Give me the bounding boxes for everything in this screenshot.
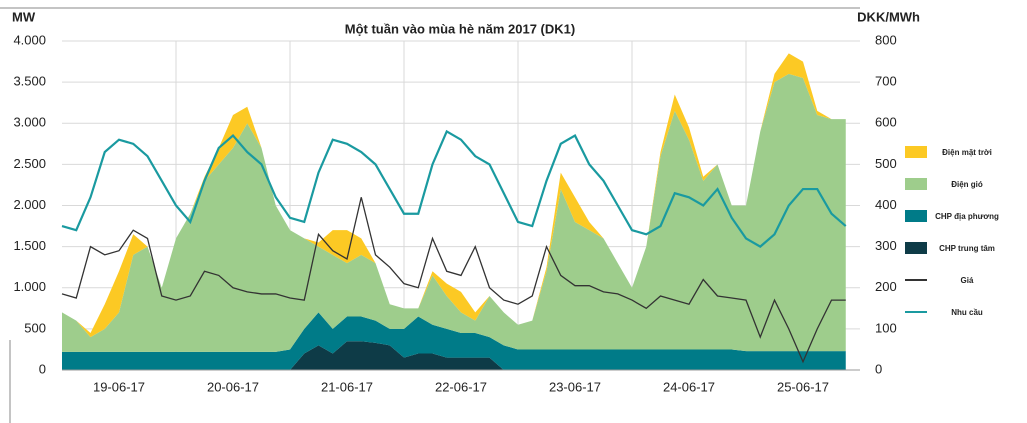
x-tick-label: 21-06-17 (321, 379, 373, 394)
legend: Điện mặt trời Điện gió CHP địa phương CHP t… (905, 138, 1025, 330)
y-tick-label: 1.500 (13, 238, 46, 253)
areas (62, 53, 846, 370)
legend-label: CHP địa phương (935, 211, 999, 221)
legend-swatch (905, 178, 927, 190)
line-series (61, 129, 847, 248)
x-tick-label: 20-06-17 (207, 379, 259, 394)
legend-swatch (905, 146, 927, 158)
legend-swatch (905, 311, 927, 313)
legend-swatch (905, 210, 927, 222)
y-tick-label: 2.000 (13, 197, 46, 212)
chart-title: Một tuần vào mùa hè năm 2017 (DK1) (345, 21, 575, 36)
legend-item: Điện gió (905, 170, 1025, 198)
y-tick-label: 500 (24, 320, 46, 335)
legend-item: Điện mặt trời (905, 138, 1025, 166)
x-tick-label: 22-06-17 (435, 379, 487, 394)
legend-label: Điện mặt trời (942, 147, 992, 157)
y2-tick-label: 400 (875, 197, 897, 212)
y-tick-label: 2.500 (13, 156, 46, 171)
y-tick-label: 1.000 (13, 279, 46, 294)
y2-tick-label: 600 (875, 115, 897, 130)
y2-axis-title: DKK/MWh (857, 9, 920, 24)
y2-tick-label: 700 (875, 74, 897, 89)
x-tick-label: 19-06-17 (93, 379, 145, 394)
x-tick-label: 24-06-17 (663, 379, 715, 394)
y-tick-label: 0 (39, 361, 46, 376)
y2-tick-label: 800 (875, 32, 897, 47)
y-axis-title: MW (12, 9, 36, 24)
legend-item: Nhu cầu (905, 298, 1025, 326)
y2-tick-label: 100 (875, 320, 897, 335)
area-series (62, 73, 846, 352)
legend-label: Nhu cầu (951, 307, 983, 317)
legend-label: CHP trung tâm (939, 243, 995, 253)
legend-swatch (905, 279, 927, 281)
legend-item: CHP trung tâm (905, 234, 1025, 262)
legend-item: Giá (905, 266, 1025, 294)
y2-tick-label: 500 (875, 156, 897, 171)
y-tick-label: 4.000 (13, 32, 46, 47)
legend-swatch (905, 242, 927, 254)
x-tick-label: 23-06-17 (549, 379, 601, 394)
y2-tick-label: 300 (875, 238, 897, 253)
y-tick-label: 3.000 (13, 115, 46, 130)
area-series (62, 312, 846, 370)
y2-tick-label: 200 (875, 279, 897, 294)
legend-label: Giá (960, 275, 974, 285)
x-tick-label: 25-06-17 (777, 379, 829, 394)
y2-tick-label: 0 (875, 361, 882, 376)
legend-item: CHP địa phương (905, 202, 1025, 230)
area-series (62, 341, 846, 370)
y-tick-label: 3.500 (13, 74, 46, 89)
legend-label: Điện gió (951, 179, 983, 189)
line-series (61, 197, 846, 364)
